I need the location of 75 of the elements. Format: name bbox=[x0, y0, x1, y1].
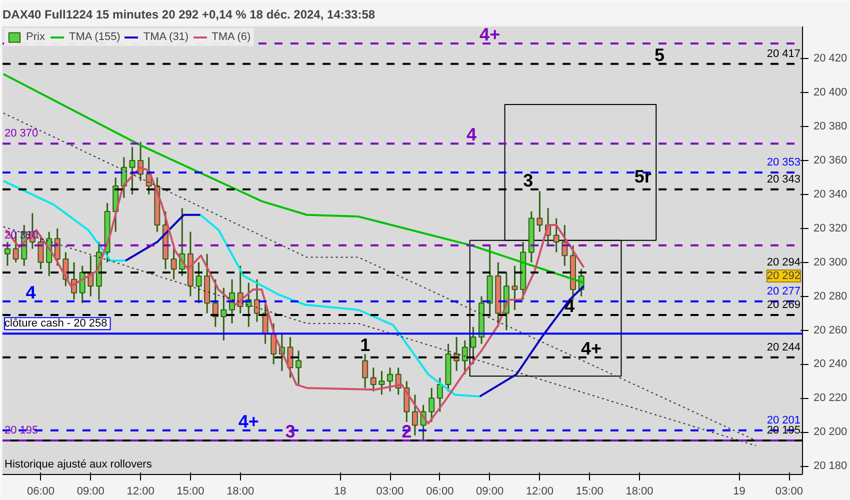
legend-label: TMA (6) bbox=[212, 31, 251, 43]
ref-line-label: 20 195 bbox=[4, 424, 38, 437]
legend-label: Prix bbox=[26, 31, 46, 43]
y-tick-label: 20 240 bbox=[814, 358, 848, 370]
annotation: 1 bbox=[360, 335, 370, 356]
ref-line-label: 20 353 bbox=[766, 156, 801, 168]
y-tick-label: 20 400 bbox=[814, 86, 848, 99]
x-tick-label: 12:00 bbox=[526, 486, 554, 498]
x-tick-label: 15:00 bbox=[576, 486, 604, 498]
candlestick bbox=[512, 265, 518, 311]
x-tick-label: 19 bbox=[733, 486, 746, 498]
ref-line-label: 20 201 bbox=[766, 414, 801, 426]
candlestick bbox=[254, 278, 260, 323]
x-tick-label: 09:00 bbox=[76, 486, 104, 498]
candlestick bbox=[129, 146, 136, 196]
candlestick bbox=[362, 353, 368, 389]
x-tick-label: 06:00 bbox=[26, 486, 55, 498]
ref-line-label: 20 269 bbox=[766, 298, 801, 311]
x-tick-label: 15:00 bbox=[176, 486, 204, 498]
annotation: 5r bbox=[634, 166, 652, 186]
legend-label: TMA (31) bbox=[143, 31, 189, 43]
y-tick-label: 20 340 bbox=[814, 188, 848, 200]
y-tick-label: 20 320 bbox=[814, 222, 848, 234]
x-tick-label: 18:00 bbox=[626, 486, 654, 498]
candlestick bbox=[462, 340, 468, 376]
x-tick-label: 03:00 bbox=[376, 486, 404, 498]
chart-title: DAX40 Full1224 15 minutes 20 292 +0,14 % 18 déc. 2024, 14:33:58 bbox=[2, 8, 376, 22]
annotation: 5 bbox=[654, 44, 664, 65]
annotation: 3 bbox=[523, 170, 534, 190]
candlestick bbox=[536, 190, 543, 233]
y-tick-label: 20 220 bbox=[814, 392, 848, 404]
candlestick bbox=[4, 241, 10, 267]
ref-line-label: 20 294 bbox=[766, 256, 801, 269]
annotation: 4+ bbox=[480, 24, 500, 44]
annotation: 4 bbox=[466, 124, 477, 145]
candlestick bbox=[412, 394, 418, 436]
candlestick bbox=[470, 326, 476, 365]
line-series bbox=[2, 180, 127, 262]
x-tick-label: 09:00 bbox=[476, 486, 504, 498]
x-tick-label: 03:00 bbox=[775, 486, 803, 498]
line-series bbox=[199, 214, 481, 398]
annotation: 4 bbox=[26, 282, 36, 302]
annotation: Historique ajusté aux rollovers bbox=[4, 458, 152, 470]
ref-line-label: 20 244 bbox=[766, 341, 801, 354]
x-tick-label: 12:00 bbox=[126, 486, 154, 498]
ref-line-label: 20 370 bbox=[4, 128, 38, 140]
y-tick-label: 20 260 bbox=[814, 324, 848, 336]
ref-line-label: clôture cash - 20 258 bbox=[4, 318, 108, 330]
x-tick-label: 18:00 bbox=[226, 486, 254, 498]
annotation: 20 292 bbox=[766, 270, 801, 282]
y-tick-label: 20 300 bbox=[814, 256, 848, 268]
legend-label: TMA (155) bbox=[69, 31, 120, 43]
y-tick-label: 20 280 bbox=[814, 290, 848, 302]
annotation: 4+ bbox=[581, 338, 602, 358]
y-tick-label: 20 180 bbox=[814, 460, 848, 472]
ref-line-label: 20 277 bbox=[766, 285, 801, 298]
y-tick-label: 20 380 bbox=[814, 120, 848, 133]
candlestick bbox=[196, 262, 202, 304]
ref-line-label: 20 417 bbox=[766, 48, 801, 60]
candlestick bbox=[370, 366, 376, 392]
y-tick-label: 20 420 bbox=[814, 52, 848, 65]
y-tick-label: 20 360 bbox=[814, 154, 848, 167]
annotation: 4+ bbox=[238, 411, 259, 432]
candlestick bbox=[378, 370, 385, 396]
y-tick-label: 20 200 bbox=[814, 426, 848, 438]
candlestick bbox=[428, 387, 435, 423]
x-tick-label: 06:00 bbox=[426, 486, 454, 498]
ref-line-label: 20 343 bbox=[766, 173, 801, 186]
candlestick bbox=[387, 366, 394, 392]
x-tick-label: 18 bbox=[334, 486, 346, 498]
candlestick bbox=[553, 218, 560, 253]
candlestick bbox=[436, 377, 443, 412]
candlestick bbox=[220, 287, 227, 342]
annotation: 3 bbox=[285, 422, 296, 442]
candlestick bbox=[296, 350, 302, 386]
